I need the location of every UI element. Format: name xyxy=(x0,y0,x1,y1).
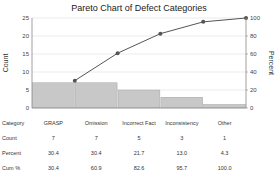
y-tick-label: 5 xyxy=(26,87,30,93)
table-cell: 1 xyxy=(223,135,226,141)
table-cell: 100.0 xyxy=(218,165,232,171)
y-tick-label: 0 xyxy=(26,105,30,111)
table-cell: 60.9 xyxy=(91,165,102,171)
y-tick-label: 15 xyxy=(22,51,29,57)
line-marker xyxy=(158,32,162,36)
table-cell: 5 xyxy=(137,135,140,141)
y2-tick-label: 100 xyxy=(250,15,261,21)
table-cell: 7 xyxy=(95,135,98,141)
plot-marks xyxy=(33,18,247,108)
table-cell: GRASP xyxy=(44,120,64,126)
y2-tick-label: 0 xyxy=(250,105,254,111)
table-row-label: Category xyxy=(2,120,25,126)
table-cell: 3 xyxy=(180,135,183,141)
table-cell: Other xyxy=(218,120,232,126)
y2-tick-label: 60 xyxy=(250,51,257,57)
table-cell: 30.4 xyxy=(48,150,59,156)
table-row-label: Count xyxy=(2,135,17,141)
grid-line xyxy=(32,72,246,73)
cumulative-line xyxy=(75,18,246,81)
grid-line xyxy=(32,108,246,109)
y2-tick-label: 80 xyxy=(250,33,257,39)
table-cell: 82.6 xyxy=(134,165,145,171)
bar xyxy=(204,104,246,108)
grid-line xyxy=(32,36,246,37)
x-axis xyxy=(32,108,246,109)
table-cell: 95.7 xyxy=(176,165,187,171)
table-cell: 21.7 xyxy=(134,150,145,156)
table-cell: 13.0 xyxy=(176,150,187,156)
table-cell: Omission xyxy=(85,120,108,126)
table-cell: 7 xyxy=(52,135,55,141)
chart: Pareto Chart of Defect Categories0510152… xyxy=(0,0,275,183)
bar xyxy=(75,83,117,108)
table-cell: 30.4 xyxy=(91,150,102,156)
table-cell: Inconsistency xyxy=(165,120,199,126)
y2-tick-label: 40 xyxy=(250,69,257,75)
y-tick-label: 20 xyxy=(22,33,29,39)
table-row-label: Cum % xyxy=(2,165,20,171)
bar xyxy=(118,90,160,108)
y2-axis xyxy=(246,18,247,108)
bar xyxy=(161,97,203,108)
y-axis-label: Count xyxy=(2,54,9,73)
title: Pareto Chart of Defect Categories xyxy=(71,3,207,13)
y2-axis-label: Percent xyxy=(268,51,275,75)
grid-line xyxy=(32,54,246,55)
line-marker xyxy=(201,20,205,24)
table-cell: 30.4 xyxy=(48,165,59,171)
bar xyxy=(33,83,75,108)
table-row-label: Percent xyxy=(2,150,21,156)
table-cell: 4.3 xyxy=(221,150,229,156)
y2-tick-label: 20 xyxy=(250,87,257,93)
chart-container: Pareto Chart of Defect Categories0510152… xyxy=(0,0,275,183)
line-marker xyxy=(116,51,120,55)
table: Category GRASP Omission Incorrect Fact Incon… xyxy=(2,120,232,171)
line-marker xyxy=(73,79,77,83)
table-cell: Incorrect Fact xyxy=(122,120,156,126)
y-tick-label: 10 xyxy=(22,69,29,75)
y-tick-label: 25 xyxy=(22,15,29,21)
y-axis xyxy=(32,18,33,108)
grid-line xyxy=(32,18,246,19)
